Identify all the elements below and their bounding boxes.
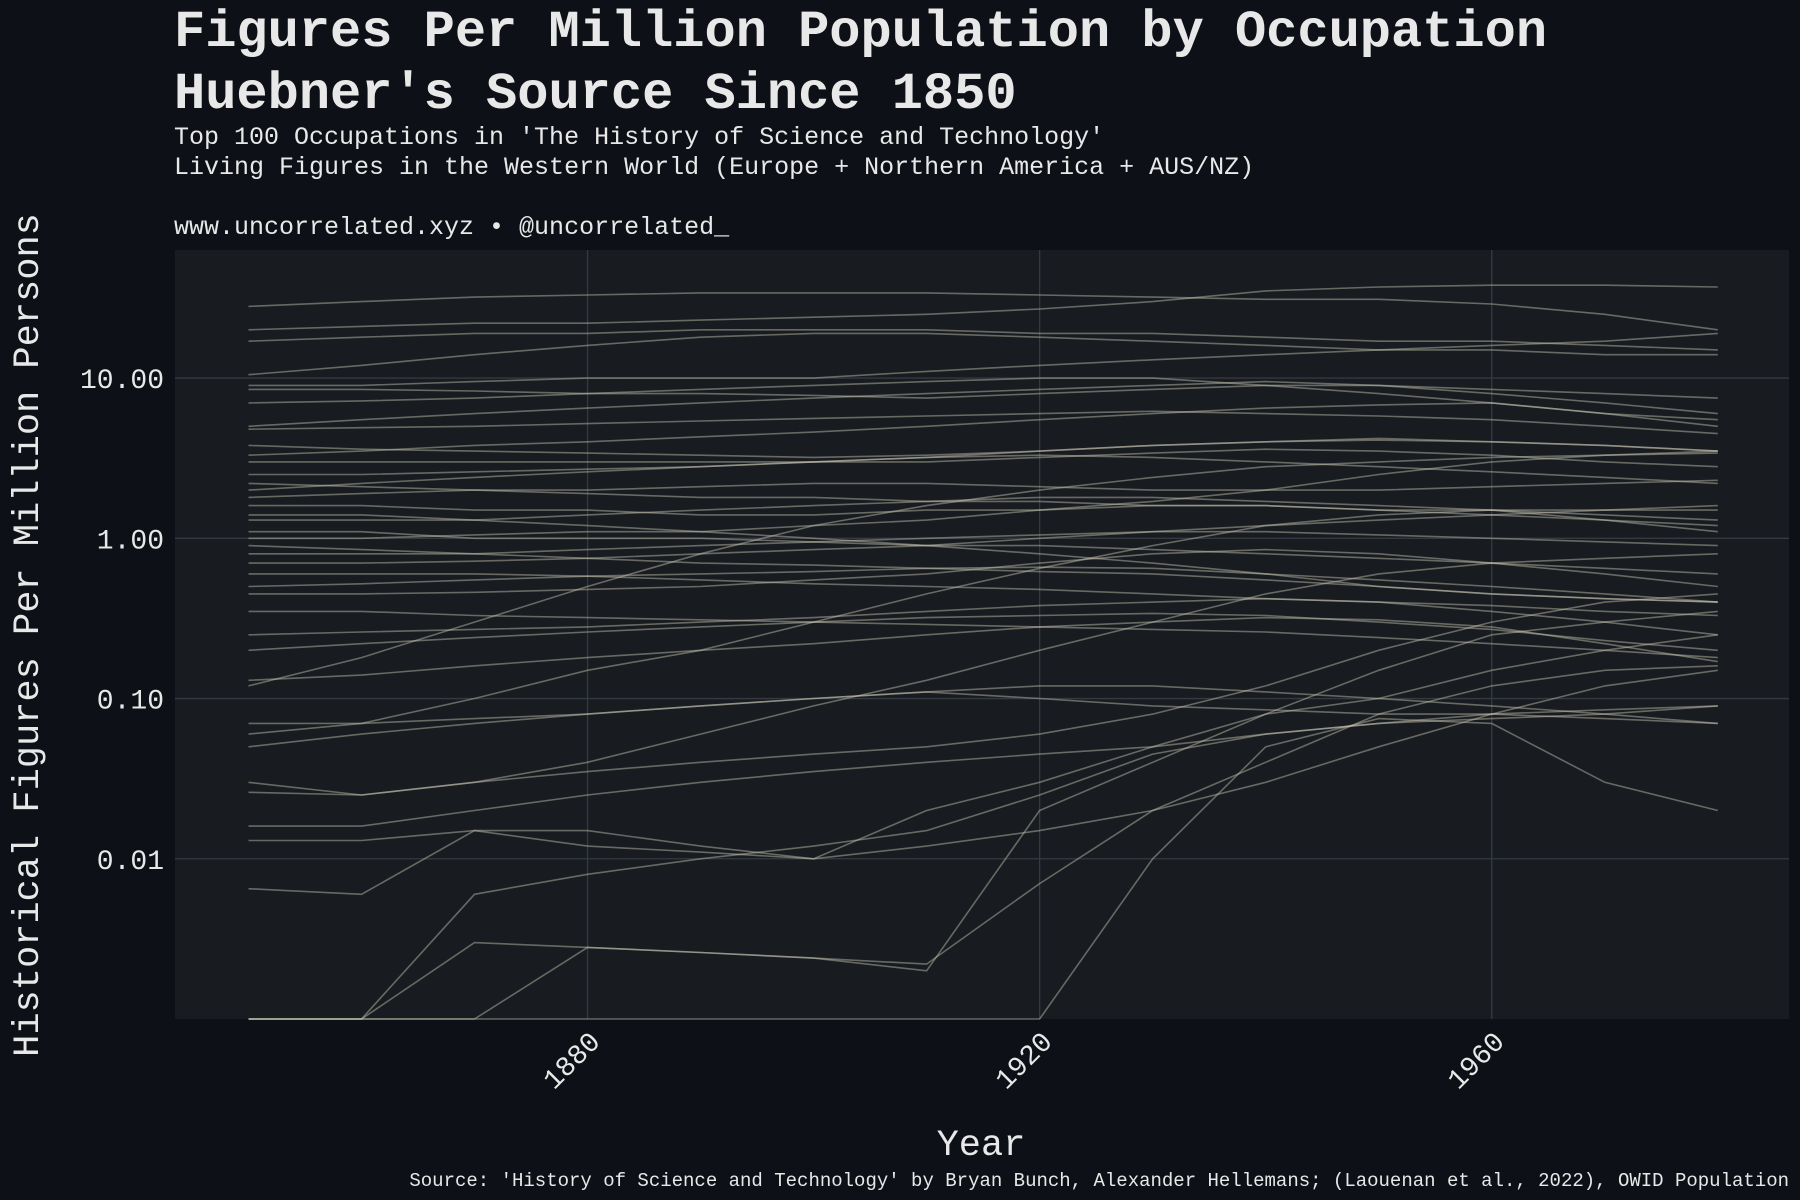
series-line (248, 509, 1718, 735)
series-line (248, 685, 1718, 725)
series-line (248, 548, 1718, 595)
series-line (248, 705, 1718, 1020)
x-axis-title: Year (937, 1125, 1026, 1167)
series-line (248, 566, 1718, 603)
series-line (248, 504, 1718, 564)
series-line (248, 544, 1718, 603)
series-line (248, 292, 1718, 331)
series-line (248, 504, 1718, 527)
y-tick-label: 0.10 (97, 687, 164, 718)
series-line (248, 479, 1718, 499)
series-line (248, 573, 1718, 617)
series-line (248, 634, 1718, 896)
series-line (248, 705, 1718, 827)
series-line (248, 553, 1718, 796)
series-line (248, 665, 1718, 1020)
y-tick-label: 1.00 (97, 526, 164, 557)
series-line (248, 332, 1718, 387)
series-line (248, 410, 1718, 435)
series-line (248, 380, 1718, 428)
series-line (248, 610, 1718, 1020)
series-line (248, 530, 1718, 575)
series-line (248, 482, 1718, 521)
series-line (248, 597, 1718, 636)
y-tick-label: 10.00 (80, 366, 164, 397)
plot-area (175, 250, 1789, 1020)
series-line (248, 448, 1718, 468)
series-line (248, 384, 1718, 415)
source-note: Source: 'History of Science and Technolo… (409, 1170, 1789, 1192)
series-line (248, 496, 1718, 533)
series-line (248, 329, 1718, 351)
series-line (248, 284, 1718, 331)
subtitle: Living Figures in the Western World (Eur… (174, 153, 1254, 182)
chart-title: Figures Per Million Population by Occupa… (174, 3, 1547, 62)
series-line (248, 402, 1718, 456)
y-axis-title: Historical Figures Per Million Persons (8, 213, 50, 1057)
series-line (248, 332, 1718, 376)
series-line (248, 514, 1718, 603)
series-line (248, 530, 1718, 555)
series-line (248, 717, 1718, 1020)
caption: www.uncorrelated.xyz • @uncorrelated_ (174, 213, 730, 242)
series-line (248, 450, 1718, 540)
series-line (248, 439, 1718, 459)
series-line (248, 612, 1718, 652)
series-line (248, 669, 1718, 860)
series-line (248, 377, 1718, 421)
y-tick-label: 0.01 (97, 847, 164, 878)
subtitle: Top 100 Occupations in 'The History of S… (174, 123, 1104, 152)
series-line (248, 452, 1718, 687)
series-line (248, 593, 1718, 796)
series-line (248, 616, 1718, 682)
series-line (248, 691, 1718, 748)
series-line (248, 437, 1718, 476)
series-line (248, 610, 1718, 659)
chart-title: Huebner's Source Since 1850 (174, 65, 1017, 124)
series-line (248, 454, 1718, 491)
